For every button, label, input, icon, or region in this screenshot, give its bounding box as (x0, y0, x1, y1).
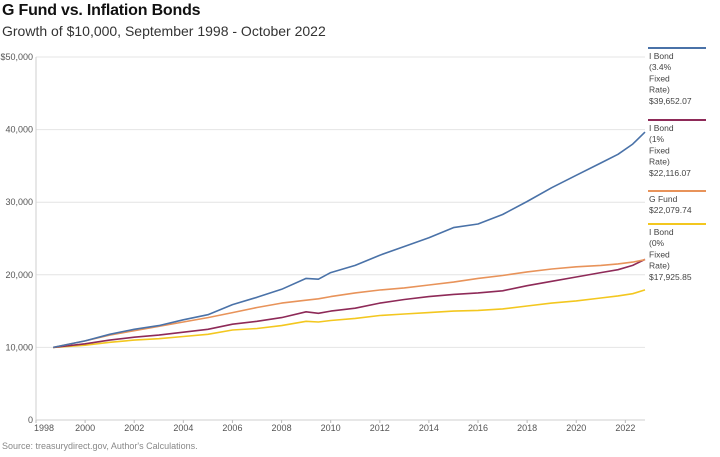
x-tick-label: 2006 (222, 423, 242, 433)
x-tick-label: 2012 (370, 423, 390, 433)
legend-label-0: $39,652.07 (649, 96, 692, 106)
x-tick-label: 2002 (124, 423, 144, 433)
x-tick-label: 2008 (272, 423, 292, 433)
legend-label-1: I Bond (649, 123, 674, 133)
legend-label-3: I Bond (649, 227, 674, 237)
x-tick-label: 2004 (173, 423, 193, 433)
legend-label-2: G Fund (649, 194, 678, 204)
x-tick-label: 2018 (517, 423, 537, 433)
legend-label-3: (0% (649, 238, 665, 248)
series-line-0 (53, 131, 646, 349)
legend-label-1: $22,116.07 (649, 168, 691, 178)
legend-label-0: I Bond (649, 51, 674, 61)
y-tick-label: 0 (28, 415, 33, 425)
series-line-3 (53, 289, 646, 349)
y-tick-label: $50,000 (0, 52, 33, 62)
series-lines (53, 131, 646, 349)
axes: 0 10,000 20,000 30,000 40,000 $50,000 1998 2000… (0, 52, 635, 433)
legend-label-2: $22,079.74 (649, 205, 692, 215)
x-tick-label: 2010 (321, 423, 341, 433)
source-note: Source: treasurydirect.gov, Author's Cal… (2, 441, 198, 451)
x-tick-label: 1998 (34, 423, 54, 433)
x-tick-label: 2000 (75, 423, 95, 433)
legend-label-0: (3.4% (649, 62, 672, 72)
x-tick-label: 2014 (419, 423, 439, 433)
legend-label-1: (1% (649, 134, 665, 144)
legend-label-3: $17,925.85 (649, 272, 692, 282)
x-tick-label: 2016 (468, 423, 488, 433)
y-tick-label: 10,000 (5, 342, 33, 352)
y-tick-label: 20,000 (5, 270, 33, 280)
chart-subtitle: Growth of $10,000, September 1998 - Octo… (2, 23, 326, 39)
y-tick-label: 40,000 (5, 125, 33, 135)
x-tick-label: 2020 (566, 423, 586, 433)
x-tick-label: 2022 (615, 423, 635, 433)
legend-label-1: Fixed (649, 145, 670, 155)
y-tick-label: 30,000 (5, 197, 33, 207)
legend-label-0: Rate) (649, 85, 670, 95)
chart-title: G Fund vs. Inflation Bonds (2, 2, 201, 19)
legend-label-3: Rate) (649, 261, 670, 271)
legend-label-3: Fixed (649, 249, 670, 259)
legend-label-1: Rate) (649, 157, 670, 167)
gridlines (36, 56, 645, 421)
legend-label-0: Fixed (649, 73, 670, 83)
series-line-1 (53, 258, 646, 349)
series-line-2 (53, 258, 646, 349)
